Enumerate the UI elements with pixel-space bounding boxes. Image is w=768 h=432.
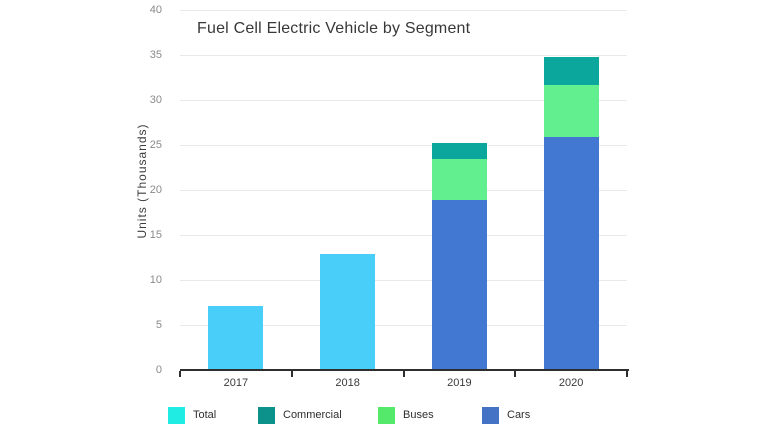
y-axis-tick-label: 25 xyxy=(149,139,162,151)
legend-label: Commercial xyxy=(283,409,342,421)
bar-2019[interactable] xyxy=(431,143,487,370)
y-axis-tick-label: 5 xyxy=(155,319,162,331)
legend-swatch-total xyxy=(168,406,185,424)
x-axis-tick-label: 2019 xyxy=(447,377,472,389)
x-axis-line xyxy=(180,369,629,371)
bar-segment-commercial-2020[interactable] xyxy=(543,56,599,85)
bar-segment-cars-2020[interactable] xyxy=(543,136,599,370)
bar-2020[interactable] xyxy=(543,56,599,370)
legend-swatch-buses xyxy=(378,406,395,424)
gridline xyxy=(180,279,627,281)
x-axis-tick xyxy=(179,371,181,377)
bar-segment-commercial-2019[interactable] xyxy=(431,143,487,160)
bar-segment-total-2018[interactable] xyxy=(320,253,376,370)
x-axis-tick xyxy=(514,371,517,377)
gridline xyxy=(180,144,627,146)
bar-2017[interactable] xyxy=(208,306,264,370)
gridline xyxy=(180,234,627,236)
legend-label: Buses xyxy=(403,409,434,421)
y-axis-tick-label: 40 xyxy=(149,4,162,16)
gridline xyxy=(180,324,627,326)
chart-title: Fuel Cell Electric Vehicle by Segment xyxy=(197,20,471,37)
y-axis-tick-label: 0 xyxy=(155,364,162,376)
y-axis-tick-label: 15 xyxy=(149,229,162,241)
bar-2018[interactable] xyxy=(320,253,376,370)
y-axis-tick-label: 20 xyxy=(149,184,162,196)
x-axis-tick-label: 2020 xyxy=(558,377,584,389)
x-axis-tick-label: 2017 xyxy=(223,377,249,389)
bar-segment-cars-2019[interactable] xyxy=(431,199,487,370)
legend-swatch-commercial xyxy=(258,406,275,424)
x-axis-tick xyxy=(290,371,293,377)
legend-label: Cars xyxy=(507,409,531,421)
legend-item-buses[interactable]: Buses xyxy=(378,406,434,424)
y-axis-tick-label: 30 xyxy=(149,94,162,106)
gridline xyxy=(180,189,627,191)
x-axis-tick-label: 2018 xyxy=(335,377,360,389)
gridline xyxy=(180,54,627,56)
y-axis-tick-label: 35 xyxy=(149,49,162,61)
legend-item-cars[interactable]: Cars xyxy=(482,406,530,424)
legend-item-total[interactable]: Total xyxy=(168,406,216,424)
y-axis-tick-label: 10 xyxy=(149,274,162,286)
gridline xyxy=(180,9,627,11)
legend-item-commercial[interactable]: Commercial xyxy=(258,406,342,424)
bar-segment-buses-2020[interactable] xyxy=(543,84,599,137)
legend-label: Total xyxy=(193,409,217,421)
x-axis-tick xyxy=(626,371,628,377)
bar-segment-total-2017[interactable] xyxy=(208,306,264,370)
x-axis-tick xyxy=(402,371,405,377)
legend-swatch-cars xyxy=(482,406,499,424)
legend: Total Commercial Buses Cars xyxy=(0,406,768,426)
plot-area xyxy=(180,9,627,370)
bar-segment-buses-2019[interactable] xyxy=(431,159,487,200)
gridline xyxy=(180,99,627,101)
